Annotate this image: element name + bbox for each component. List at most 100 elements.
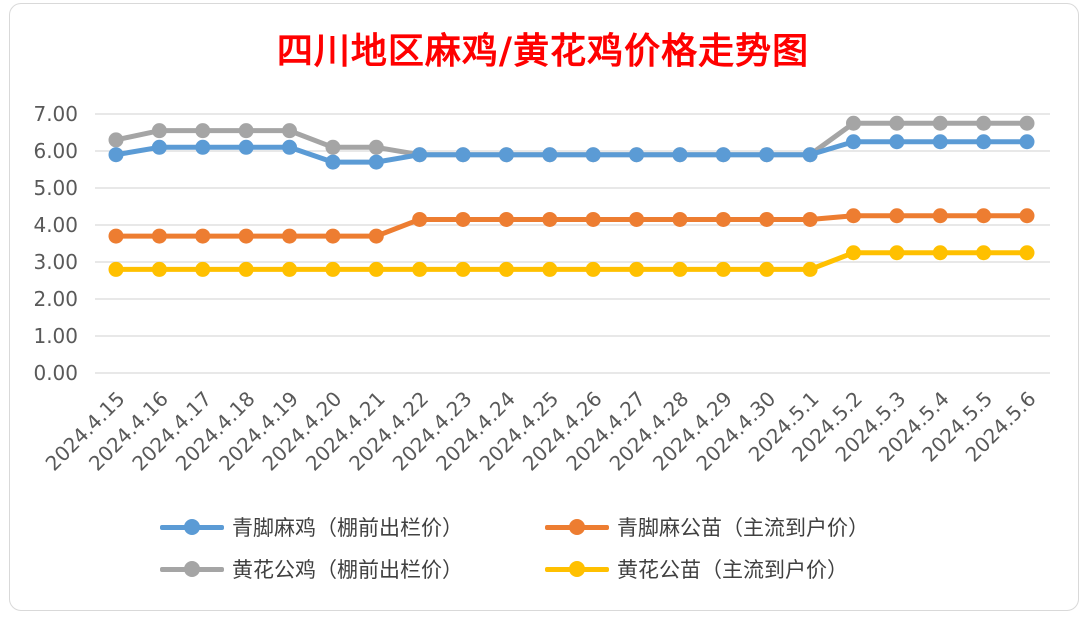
legend-item-qingjiao-gongmiao[interactable]: 青脚麻公苗（主流到户价） [545,512,945,542]
data-point [282,123,298,139]
data-point [715,261,731,277]
data-point [151,228,167,244]
data-point [802,211,818,227]
data-point [151,123,167,139]
data-point [282,228,298,244]
data-point [976,208,992,224]
data-point [151,139,167,155]
data-point [498,211,514,227]
data-point [325,261,341,277]
gridlines [95,113,1050,374]
data-point [759,261,775,277]
legend-swatch [545,517,609,537]
data-point [1019,134,1035,150]
series-line [116,213,1027,239]
legend-swatch [160,559,224,579]
data-point [368,154,384,170]
data-point [715,147,731,163]
legend-item-huanghua-gongmiao[interactable]: 黄花公苗（主流到户价） [545,554,945,584]
chart-title: 四川地区麻鸡/黄花鸡价格走势图 [276,30,810,72]
y-tick-label: 4.00 [33,213,78,237]
legend-swatch [160,517,224,537]
data-point [542,211,558,227]
data-point [368,228,384,244]
data-point [151,261,167,277]
data-point [715,211,731,227]
data-point [282,139,298,155]
data-point [889,208,905,224]
legend-label: 黄花公鸡（棚前出栏价） [232,558,463,582]
data-point [932,208,948,224]
data-point [585,211,601,227]
data-point [629,147,645,163]
data-point [498,261,514,277]
data-point [672,261,688,277]
series-line [116,250,1027,272]
data-point [672,211,688,227]
series-0 [108,134,1035,170]
y-axis-labels: 0.00 1.00 2.00 3.00 4.00 5.00 6.00 7.00 [33,102,78,385]
data-point [412,147,428,163]
data-point [108,261,124,277]
y-tick-label: 3.00 [33,250,78,274]
data-point [195,123,211,139]
legend-marker [184,519,200,535]
chart-area [9,3,1079,611]
legend-item-huanghua-gongji[interactable]: 黄花公鸡（棚前出栏价） [160,554,545,584]
data-point [325,228,341,244]
data-point [672,147,688,163]
data-point [325,154,341,170]
data-point [108,132,124,148]
data-point [976,245,992,261]
series-1 [108,208,1035,244]
legend-item-qingjiao-maji[interactable]: 青脚麻鸡（棚前出栏价） [160,512,545,542]
data-point [195,261,211,277]
legend-label: 青脚麻鸡（棚前出栏价） [232,516,463,540]
series-line [115,139,1027,165]
data-point [759,211,775,227]
data-point [108,228,124,244]
data-point [802,261,818,277]
data-point [238,228,254,244]
data-point [455,147,471,163]
data-point [845,208,861,224]
data-point [238,123,254,139]
data-point [412,261,428,277]
legend: 青脚麻鸡（棚前出栏价） 青脚麻公苗（主流到户价） 黄花公鸡（棚前出栏价） 黄花公… [160,512,980,584]
data-point [542,147,558,163]
data-point [455,261,471,277]
data-point [498,147,514,163]
data-point [282,261,298,277]
data-point [585,261,601,277]
data-point [629,261,645,277]
data-point [1019,208,1035,224]
data-point [195,139,211,155]
data-point [629,211,645,227]
data-point [845,115,861,131]
data-point [932,245,948,261]
y-tick-label: 7.00 [33,102,78,126]
legend-swatch [545,559,609,579]
data-point [585,147,601,163]
y-tick-label: 0.00 [33,361,78,385]
data-point [976,134,992,150]
data-point [195,228,211,244]
legend-marker [184,561,200,577]
series-3 [108,245,1035,277]
data-point [889,134,905,150]
data-point [238,139,254,155]
x-axis-labels: 2024.4.152024.4.162024.4.172024.4.182024… [41,387,1041,476]
y-tick-label: 5.00 [33,176,78,200]
data-point [368,261,384,277]
data-point [932,134,948,150]
data-point [845,134,861,150]
data-point [759,147,775,163]
legend-marker [569,519,585,535]
data-point [802,147,818,163]
data-point [412,211,428,227]
data-point [889,115,905,131]
y-tick-label: 1.00 [33,324,78,348]
y-tick-label: 6.00 [33,139,78,163]
data-point [1019,115,1035,131]
